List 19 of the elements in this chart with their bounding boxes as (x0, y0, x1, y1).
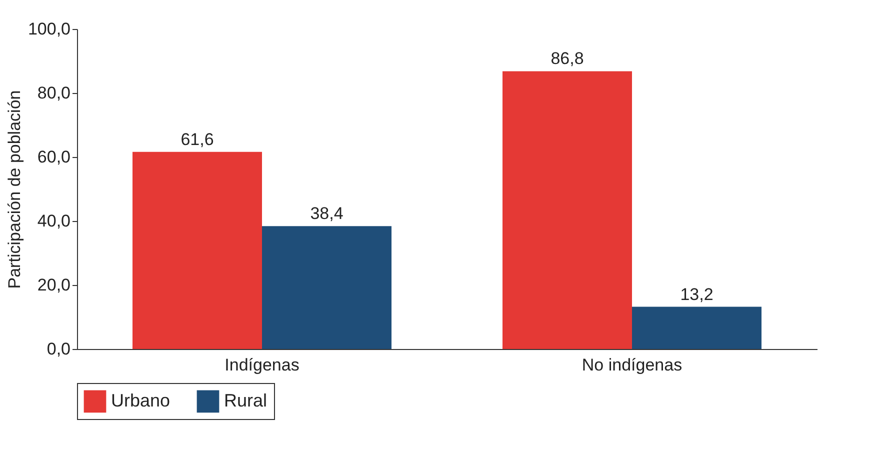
bar (502, 71, 632, 349)
y-tick-label: 20,0 (37, 276, 70, 294)
bar (262, 226, 392, 349)
y-tick-label: 40,0 (37, 212, 70, 230)
data-label: 38,4 (310, 204, 344, 224)
data-label: 13,2 (680, 284, 714, 304)
x-tick-label: No indígenas (582, 356, 682, 374)
x-tick-label: Indígenas (224, 356, 300, 374)
bar (132, 152, 262, 349)
bar (632, 306, 762, 349)
y-tick-label: 80,0 (37, 84, 70, 102)
data-label: 61,6 (180, 130, 214, 149)
data-label: 86,8 (550, 49, 584, 68)
legend-label: Rural (224, 390, 268, 410)
y-tick-label: 60,0 (37, 148, 70, 166)
y-axis-title: Participación de población (4, 90, 24, 289)
y-tick-label: 100,0 (28, 20, 70, 38)
legend-label: Urbano (111, 390, 170, 410)
y-tick-label: 0,0 (46, 340, 70, 358)
